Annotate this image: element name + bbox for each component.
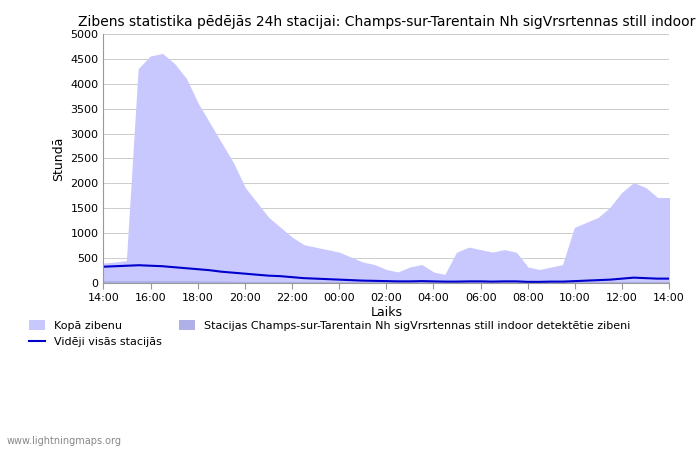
Vidēji visās stacijās: [134, 262, 143, 268]
Vidēji visās stacijās: [512, 279, 520, 284]
Vidēji visās stacijās: [629, 275, 638, 280]
Y-axis label: Stundā: Stundā: [52, 136, 65, 180]
Text: www.lightningmaps.org: www.lightningmaps.org: [7, 436, 122, 446]
Vidēji visās stacijās: [488, 279, 496, 284]
Vidēji visās stacijās: [241, 271, 249, 276]
Vidēji visās stacijās: [288, 274, 296, 280]
Vidēji visās stacijās: [417, 279, 426, 284]
Vidēji visās stacijās: [536, 279, 544, 284]
Vidēji visās stacijās: [394, 279, 402, 284]
Vidēji visās stacijās: [665, 276, 673, 281]
Vidēji visās stacijās: [111, 264, 120, 269]
Vidēji visās stacijās: [264, 273, 272, 279]
Vidēji visās stacijās: [335, 277, 344, 282]
Vidēji visās stacijās: [158, 264, 167, 269]
Vidēji visās stacijās: [312, 276, 320, 281]
Vidēji visās stacijās: [229, 270, 237, 275]
Vidēji visās stacijās: [99, 264, 108, 270]
Vidēji visās stacijās: [641, 275, 650, 281]
Vidēji visās stacijās: [122, 263, 131, 268]
Vidēji visās stacijās: [358, 278, 367, 284]
Vidēji visās stacijās: [382, 279, 391, 284]
Vidēji visās stacijās: [182, 266, 190, 271]
Vidēji visās stacijās: [524, 279, 532, 284]
Vidēji visās stacijās: [500, 279, 508, 284]
Vidēji visās stacijās: [276, 274, 284, 279]
Vidēji visās stacijās: [606, 277, 615, 282]
Vidēji visās stacijās: [253, 272, 261, 277]
Vidēji visās stacijās: [653, 276, 662, 281]
Title: Zibens statistika pēdējās 24h stacijai: Champs-sur-Tarentain Nh sigVrsrtennas st: Zibens statistika pēdējās 24h stacijai: …: [78, 15, 695, 29]
Vidēji visās stacijās: [193, 266, 202, 272]
Vidēji visās stacijās: [453, 279, 461, 284]
Vidēji visās stacijās: [570, 279, 579, 284]
Legend: Kopā zibenu, Vidēji visās stacijās, Stacijas Champs-sur-Tarentain Nh sigVrsrtenn: Kopā zibenu, Vidēji visās stacijās, Stac…: [25, 315, 635, 351]
Vidēji visās stacijās: [547, 279, 556, 284]
Vidēji visās stacijās: [323, 276, 332, 282]
Vidēji visās stacijās: [477, 279, 485, 284]
Line: Vidēji visās stacijās: Vidēji visās stacijās: [104, 265, 669, 282]
Vidēji visās stacijās: [559, 279, 567, 284]
Vidēji visās stacijās: [618, 276, 626, 281]
Vidēji visās stacijās: [441, 279, 449, 284]
Vidēji visās stacijās: [582, 278, 591, 284]
Vidēji visās stacijās: [205, 267, 214, 273]
Vidēji visās stacijās: [594, 277, 603, 283]
Vidēji visās stacijās: [429, 279, 438, 284]
Vidēji visās stacijās: [300, 275, 308, 281]
Vidēji visās stacijās: [406, 279, 414, 284]
X-axis label: Laiks: Laiks: [370, 306, 402, 319]
Vidēji visās stacijās: [346, 277, 355, 283]
Vidēji visās stacijās: [146, 263, 155, 268]
Vidēji visās stacijās: [217, 269, 225, 274]
Vidēji visās stacijās: [465, 279, 473, 284]
Vidēji visās stacijās: [370, 278, 379, 284]
Vidēji visās stacijās: [170, 265, 178, 270]
